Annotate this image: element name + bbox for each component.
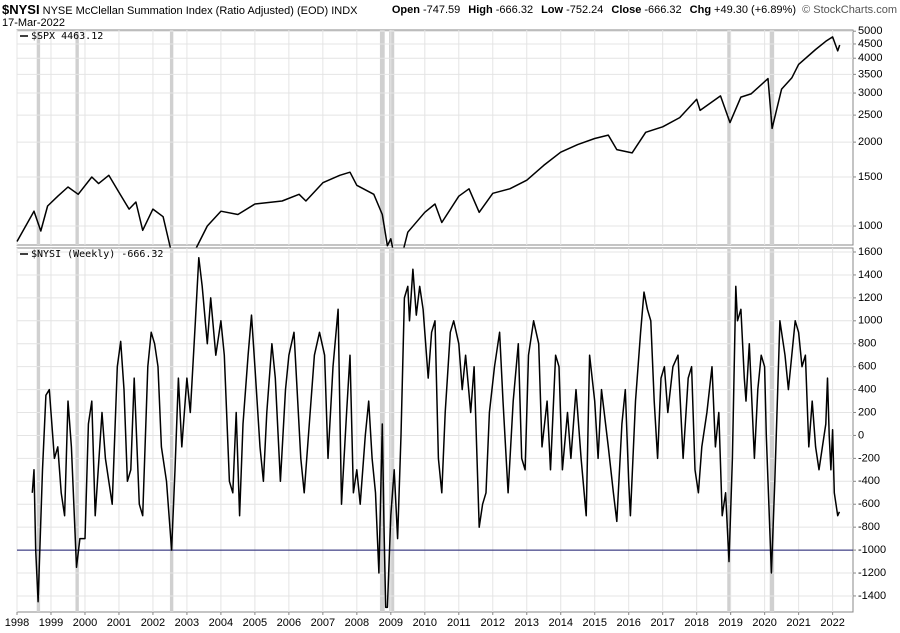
- symbol: $NYSI: [2, 2, 40, 17]
- highlight-band: [36, 248, 41, 612]
- panel-frame: [16, 29, 854, 246]
- x-tick-label: 2003: [175, 617, 199, 629]
- y-tick-label: -1200: [858, 567, 886, 579]
- x-tick-label: 2007: [311, 617, 335, 629]
- y-tick-label: 800: [858, 338, 876, 350]
- y-tick-label: -400: [858, 475, 880, 487]
- x-tick-label: 1998: [5, 617, 29, 629]
- highlight-band: [389, 30, 395, 245]
- x-tick-label: 2017: [650, 617, 674, 629]
- legend-value: -666.32: [121, 249, 163, 260]
- quote-label: Close: [611, 4, 642, 16]
- quote-bar: Open -747.59 High -666.32 Low -752.24 Close -66…: [392, 4, 804, 16]
- x-tick-label: 1999: [39, 617, 63, 629]
- highlight-band: [169, 30, 174, 245]
- data-line: [31, 256, 841, 609]
- legend-name: $NYSI (Weekly): [31, 249, 115, 260]
- highlight-band: [379, 30, 385, 245]
- x-tick-label: 2000: [73, 617, 97, 629]
- x-tick-label: 2001: [107, 617, 131, 629]
- x-tick-label: 2002: [141, 617, 165, 629]
- y-tick-label: 2000: [858, 136, 882, 148]
- x-tick-label: 2018: [684, 617, 708, 629]
- highlight-band: [769, 30, 775, 245]
- y-tick-label: 1600: [858, 246, 882, 258]
- y-tick-label: 600: [858, 361, 876, 373]
- y-tick-label: 0: [858, 429, 864, 441]
- y-tick-label: -600: [858, 498, 880, 510]
- y-tick-label: -1000: [858, 544, 886, 556]
- highlight-band: [169, 248, 174, 612]
- x-tick-label: 2014: [548, 617, 572, 629]
- credit: © StockCharts.com: [802, 4, 897, 16]
- y-tick-label: 2500: [858, 109, 882, 121]
- quote-value: -666.32: [495, 4, 534, 16]
- exchange: INDX: [331, 5, 358, 17]
- y-tick-label: -1400: [858, 590, 886, 602]
- x-tick-label: 2006: [277, 617, 301, 629]
- quote-value: -666.32: [644, 4, 682, 16]
- y-tick-label: -800: [858, 521, 880, 533]
- y-tick-label: 4500: [858, 38, 882, 50]
- x-tick-label: 2019: [718, 617, 742, 629]
- legend-entry: $NYSI (Weekly) -666.32: [31, 249, 163, 260]
- y-tick-label: -200: [858, 452, 880, 464]
- panel-frame: [16, 247, 854, 613]
- quote-label: Open: [391, 4, 420, 16]
- header-row: $NYSI NYSE McClellan Summation Index (Ra…: [2, 2, 357, 17]
- data-line: [16, 36, 841, 274]
- quote-value: -747.59: [422, 4, 461, 16]
- highlight-band: [727, 30, 731, 245]
- x-tick-label: 2013: [515, 617, 539, 629]
- x-tick-label: 2021: [786, 617, 810, 629]
- y-tick-label: 1400: [858, 269, 882, 281]
- y-tick-label: 400: [858, 383, 876, 395]
- y-tick-label: 200: [858, 406, 876, 418]
- date: 17-Mar-2022: [2, 17, 65, 29]
- highlight-band: [36, 30, 41, 245]
- highlight-band: [769, 248, 775, 612]
- legend-value: 4463.12: [61, 31, 103, 42]
- y-tick-label: 1200: [858, 292, 882, 304]
- x-tick-label: 2022: [820, 617, 844, 629]
- x-tick-label: 2020: [752, 617, 776, 629]
- x-tick-label: 2012: [481, 617, 505, 629]
- highlight-band: [75, 30, 79, 245]
- x-tick-label: 2005: [243, 617, 267, 629]
- y-tick-label: 1500: [858, 171, 882, 183]
- highlight-band: [389, 248, 395, 612]
- x-tick-label: 2008: [345, 617, 369, 629]
- quote-label: High: [468, 4, 493, 16]
- y-tick-label: 3000: [858, 87, 882, 99]
- highlight-band: [727, 248, 731, 612]
- x-tick-label: 2009: [379, 617, 403, 629]
- x-tick-label: 2011: [447, 617, 471, 629]
- quote-value: +49.30 (+6.89%): [714, 4, 796, 16]
- x-tick-label: 2004: [209, 617, 233, 629]
- y-tick-label: 5000: [858, 25, 882, 37]
- x-tick-label: 2016: [616, 617, 640, 629]
- y-tick-label: 4000: [858, 52, 882, 64]
- legend-name: $SPX: [31, 31, 55, 42]
- highlight-band: [75, 248, 79, 612]
- chart-title: NYSE McClellan Summation Index (Ratio Ad…: [42, 5, 329, 17]
- x-tick-label: 2010: [413, 617, 437, 629]
- legend-entry: $SPX 4463.12: [31, 31, 103, 42]
- x-tick-label: 2015: [582, 617, 606, 629]
- y-tick-label: 1000: [858, 220, 882, 232]
- quote-label: Low: [541, 4, 564, 16]
- y-tick-label: 1000: [858, 315, 882, 327]
- quote-label: Chg: [689, 4, 712, 16]
- quote-value: -752.24: [566, 4, 604, 16]
- y-tick-label: 3500: [858, 68, 882, 80]
